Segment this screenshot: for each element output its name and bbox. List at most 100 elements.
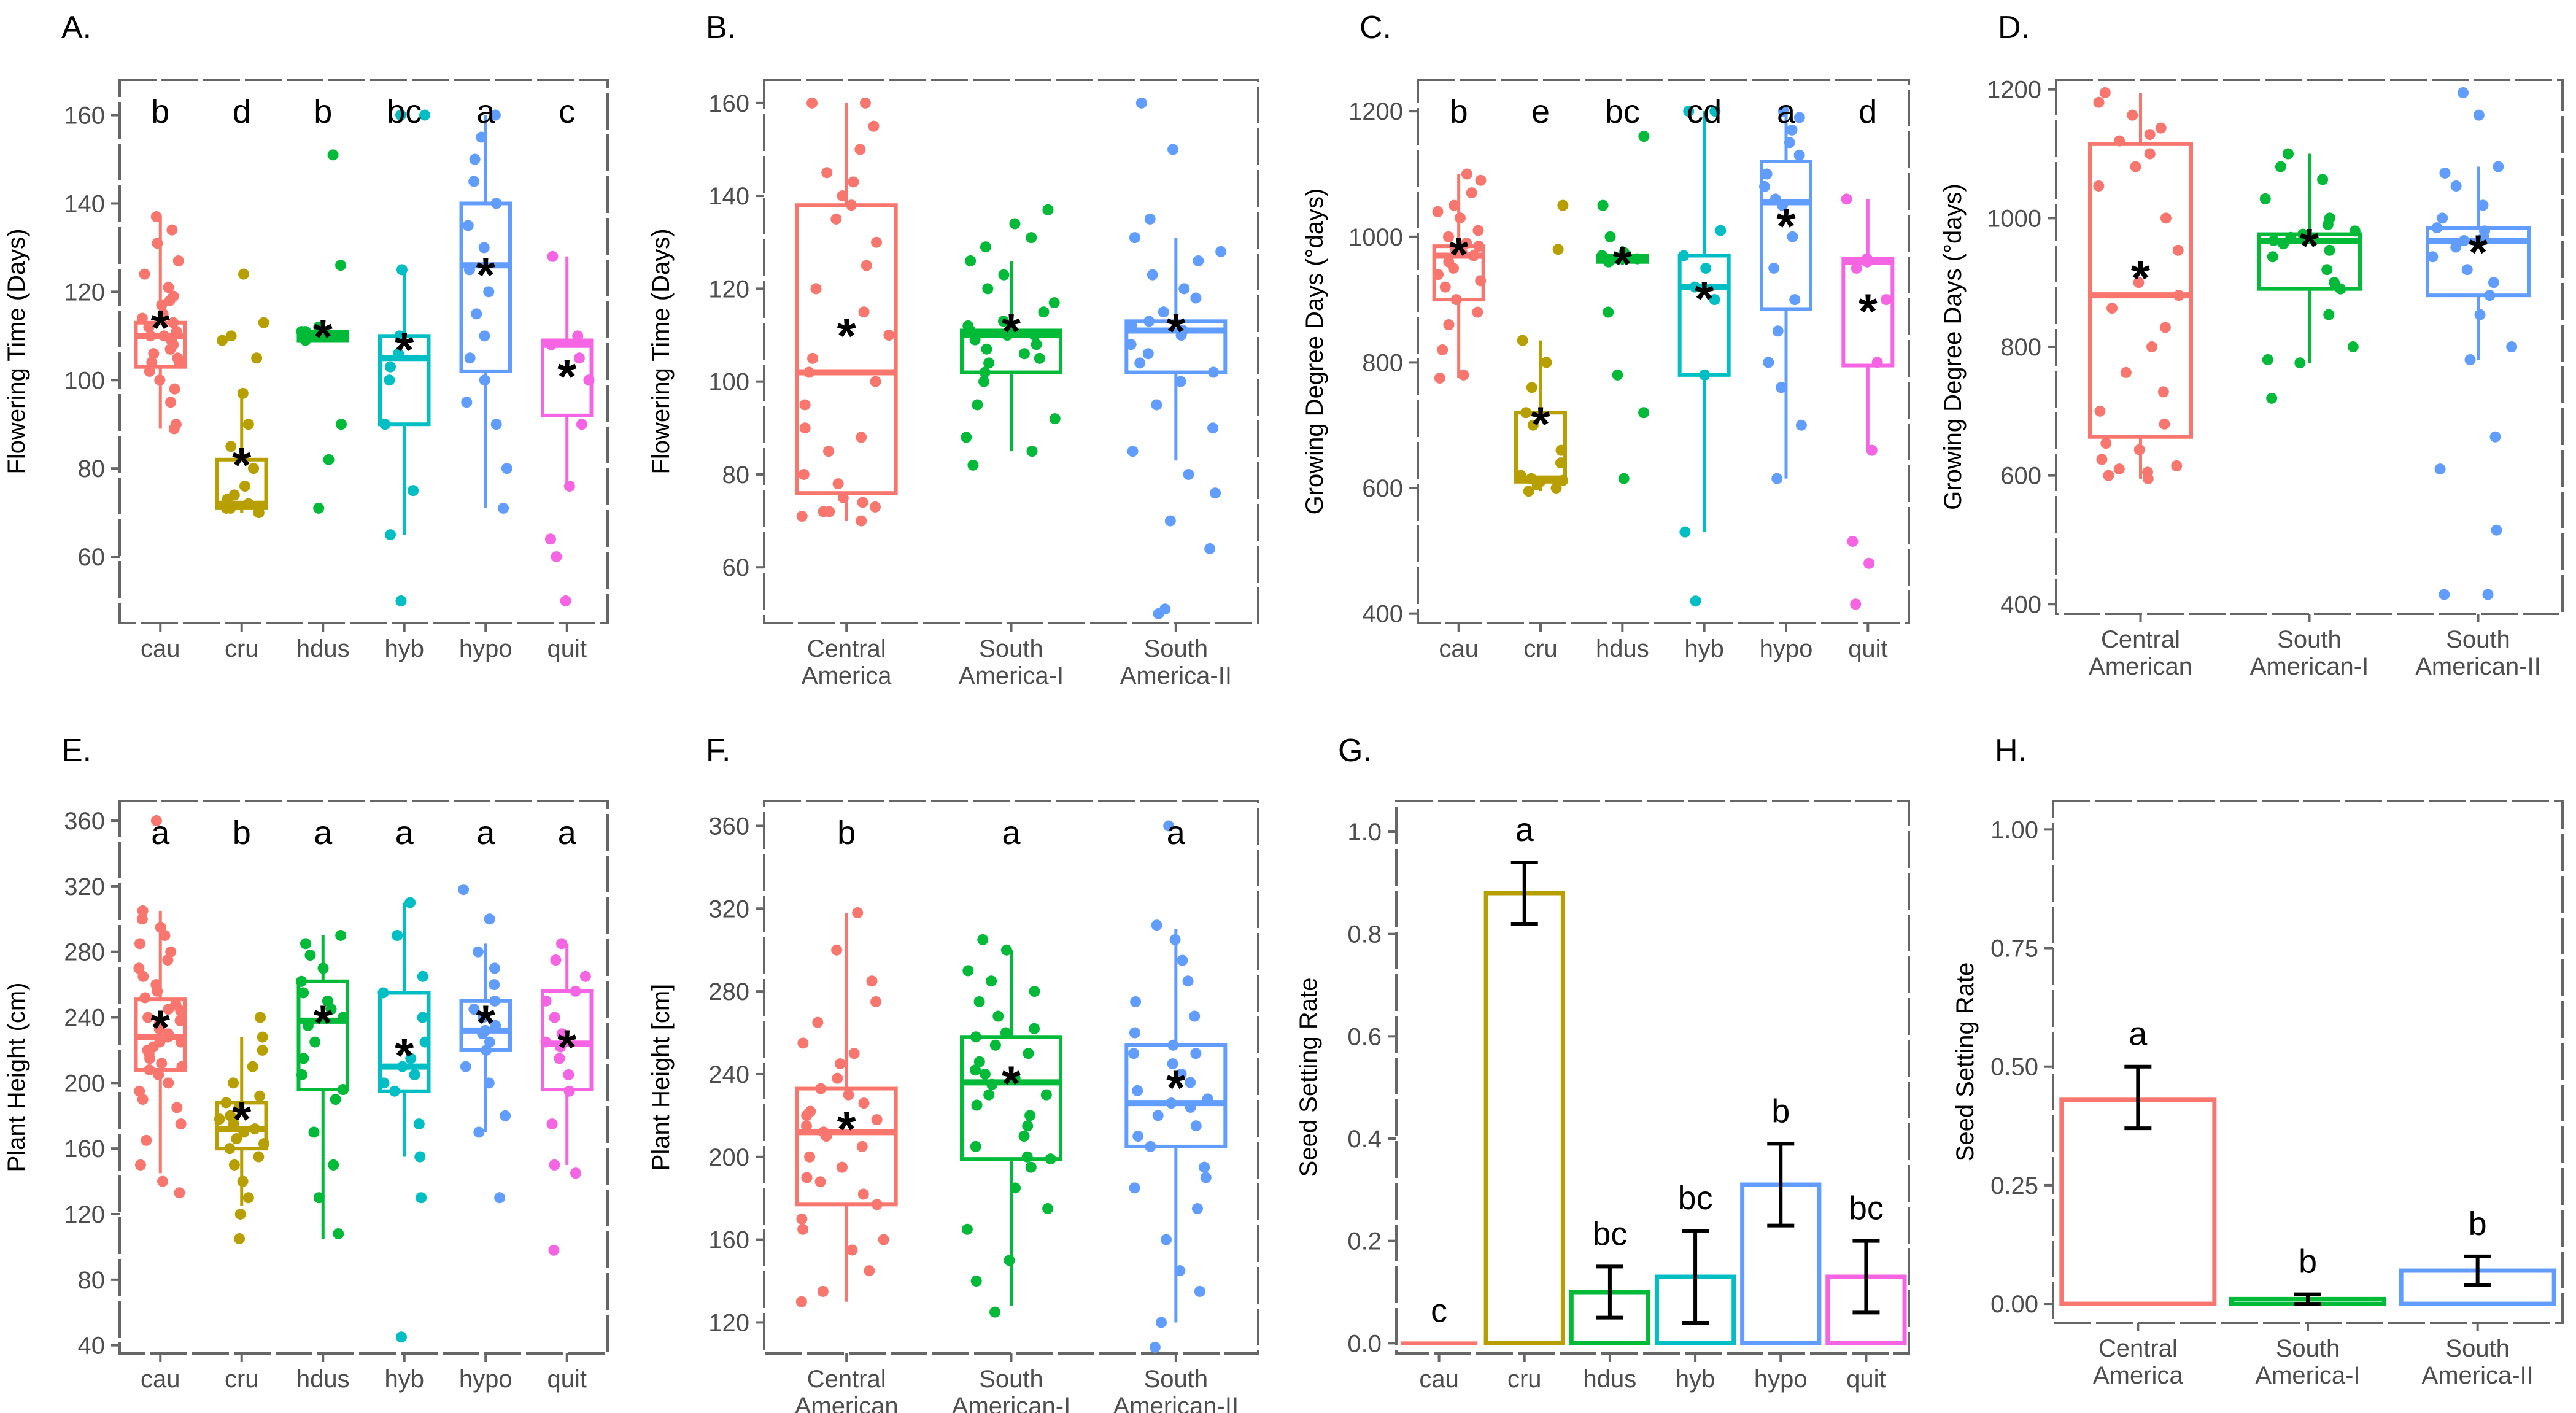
x-tick-label-line: America-I: [2255, 1362, 2360, 1389]
data-point: [2323, 309, 2335, 320]
data-point: [1461, 168, 1472, 180]
data-point: [1164, 515, 1176, 527]
data-point: [1130, 996, 1142, 1007]
data-point: [2278, 238, 2289, 250]
data-point: [1049, 413, 1061, 425]
data-point: [866, 975, 878, 987]
data-point: [254, 1090, 266, 1102]
data-point: [224, 1143, 236, 1155]
data-point: [1126, 320, 1137, 331]
data-point: [150, 211, 162, 223]
y-axis-label: Seed Setting Rate: [1295, 978, 1322, 1177]
data-point: [883, 330, 895, 341]
y-tick-label: 240: [64, 1005, 105, 1032]
data-point: [166, 224, 178, 236]
data-point: [405, 1053, 417, 1064]
data-point: [2146, 341, 2158, 352]
data-point: [308, 1126, 320, 1138]
box-group: *: [1841, 193, 1895, 610]
data-point: [393, 348, 404, 360]
data-point: [133, 962, 145, 974]
data-point: [1031, 339, 1042, 350]
data-point: [417, 1012, 428, 1023]
data-point: [419, 1036, 431, 1048]
x-tick-label: Central America: [2093, 1335, 2183, 1389]
data-point: [134, 1159, 146, 1171]
data-point: [2493, 161, 2504, 172]
data-point: [970, 1031, 981, 1043]
data-point: [322, 995, 333, 1007]
data-point: [986, 1078, 998, 1090]
data-point: [1132, 1085, 1143, 1096]
y-tick-label: 0.25: [1990, 1172, 2038, 1199]
y-tick-label: 100: [708, 369, 749, 396]
data-point: [2155, 122, 2167, 134]
box: [215, 457, 268, 510]
y-tick-label: 120: [708, 276, 749, 303]
data-point: [1472, 225, 1484, 236]
data-point: [141, 1134, 152, 1146]
data-point: [817, 1285, 829, 1297]
data-point: [1018, 1131, 1030, 1142]
data-point: [1155, 1317, 1167, 1328]
mean-marker: *: [395, 1028, 414, 1083]
data-point: [1149, 1341, 1161, 1353]
data-point: [171, 1102, 183, 1113]
data-point: [2133, 277, 2145, 288]
y-tick-label: 60: [78, 544, 106, 571]
data-point: [413, 1118, 425, 1130]
bar: [1483, 891, 1565, 1345]
data-point: [1029, 330, 1040, 341]
data-point: [1525, 473, 1537, 484]
data-point: [2491, 524, 2502, 536]
data-point: [1432, 206, 1444, 217]
data-point: [1202, 1093, 1213, 1105]
data-point: [856, 432, 867, 443]
data-point: [483, 286, 495, 298]
data-point: [2321, 264, 2333, 276]
data-point: [498, 502, 509, 514]
x-tick-label: Central America: [802, 635, 892, 689]
data-point: [165, 946, 177, 958]
data-point: [989, 1039, 1001, 1051]
data-point: [986, 975, 997, 987]
data-point: [2127, 109, 2138, 121]
mean-marker: *: [1859, 284, 1878, 338]
data-point: [983, 357, 995, 369]
x-tick-label: Central American: [2089, 626, 2192, 680]
data-point: [1454, 212, 1466, 224]
data-point: [2268, 235, 2280, 247]
data-point: [798, 468, 810, 480]
data-point: [803, 366, 815, 378]
data-point: [821, 167, 833, 179]
data-point: [1021, 1151, 1033, 1163]
y-tick-label: 280: [708, 978, 749, 1005]
data-point: [982, 283, 994, 295]
data-point: [1145, 1140, 1156, 1152]
data-point: [163, 282, 174, 293]
y-tick-label: 160: [64, 103, 105, 130]
box-group: *: [960, 204, 1062, 471]
data-point: [1851, 262, 1862, 274]
y-tick-label: 0.00: [1990, 1291, 2038, 1318]
mean-marker: *: [2131, 250, 2151, 305]
data-point: [1541, 357, 1552, 368]
data-point: [1699, 369, 1711, 381]
significance-letter: bc: [1605, 93, 1640, 130]
data-point: [1618, 247, 1630, 258]
data-point: [2099, 87, 2111, 98]
y-tick-label: 0.8: [1347, 921, 1382, 948]
data-point: [1786, 124, 1798, 136]
data-point: [1631, 253, 1643, 265]
data-point: [1022, 1120, 1034, 1132]
significance-letter: b: [837, 815, 856, 851]
significance-letter: a: [1167, 815, 1186, 851]
data-point: [484, 1036, 495, 1048]
x-tick-label-line: South: [979, 635, 1043, 662]
data-point: [1018, 348, 1030, 360]
box: [459, 201, 512, 373]
data-point: [150, 815, 162, 827]
data-point: [494, 1192, 506, 1204]
data-point: [1167, 1058, 1178, 1070]
data-point: [217, 335, 228, 346]
